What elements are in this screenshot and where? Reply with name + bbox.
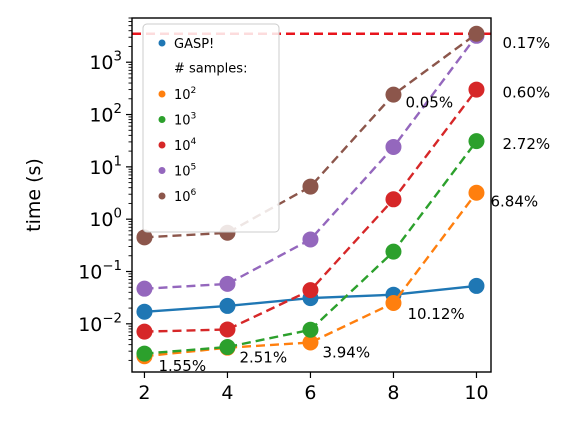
legend-box	[142, 23, 280, 233]
legend-marker	[158, 90, 166, 98]
y-tick-label: 10−2	[78, 311, 122, 336]
y-tick-label: 101	[89, 154, 122, 179]
legend-marker	[158, 116, 166, 123]
data-point	[468, 184, 485, 201]
y-tick-label: 100	[89, 207, 122, 232]
y-tick-label: 102	[89, 102, 122, 127]
x-tick-label: 10	[464, 382, 488, 404]
data-point	[219, 339, 236, 356]
data-point	[302, 282, 319, 299]
data-point	[385, 86, 402, 103]
data-point	[219, 321, 236, 338]
y-axis-label: time (s)	[23, 158, 45, 232]
data-point	[302, 231, 319, 248]
percentage-annotation: 0.17%	[502, 34, 550, 52]
data-point	[385, 191, 402, 208]
data-point	[468, 133, 485, 150]
data-point	[136, 345, 153, 362]
percentage-annotation: 1.55%	[158, 357, 206, 375]
legend-marker	[158, 39, 166, 47]
data-point	[136, 303, 153, 320]
y-tick-label: 103	[89, 50, 122, 75]
data-point	[385, 243, 402, 260]
percentage-annotation: 6.84%	[490, 193, 538, 211]
percentage-annotation: 3.94%	[322, 343, 370, 361]
series-2	[136, 133, 485, 362]
percentage-annotation: 0.05%	[405, 94, 453, 112]
data-point	[385, 295, 402, 312]
percentage-annotation: 2.72%	[502, 135, 550, 153]
legend-entry-samples: 105	[174, 163, 196, 180]
data-point	[302, 321, 319, 338]
series-3	[136, 81, 485, 340]
data-point	[136, 280, 153, 297]
legend-entry-gasp: GASP!	[174, 37, 214, 52]
data-point	[219, 297, 236, 314]
data-point	[385, 138, 402, 155]
x-tick-label: 4	[221, 382, 233, 404]
percentage-annotation: 2.51%	[239, 349, 287, 367]
legend-entry-samples: 103	[174, 112, 197, 129]
legend-entry-samples: 106	[174, 188, 197, 205]
legend-header: # samples:	[174, 62, 247, 77]
data-point	[219, 275, 236, 292]
data-point	[136, 323, 153, 340]
data-point	[136, 229, 153, 246]
data-point	[468, 25, 485, 42]
x-tick-label: 2	[138, 382, 150, 404]
plot-area-frame	[131, 17, 492, 373]
legend-marker	[158, 192, 166, 200]
legend-entry-samples: 104	[174, 137, 197, 154]
legend-marker	[158, 141, 166, 149]
data-point	[468, 277, 485, 294]
data-point	[302, 334, 319, 351]
percentage-annotation: 10.12%	[407, 305, 464, 323]
y-tick-label: 10−1	[78, 259, 122, 284]
percentage-annotation: 0.60%	[502, 84, 550, 102]
series-line	[144, 32, 478, 239]
data-point	[468, 81, 485, 98]
x-tick-label: 8	[387, 382, 399, 404]
legend-entry-samples: 102	[174, 86, 196, 103]
legend-marker	[158, 167, 166, 174]
data-point	[302, 178, 319, 195]
x-tick-label: 6	[304, 382, 316, 404]
